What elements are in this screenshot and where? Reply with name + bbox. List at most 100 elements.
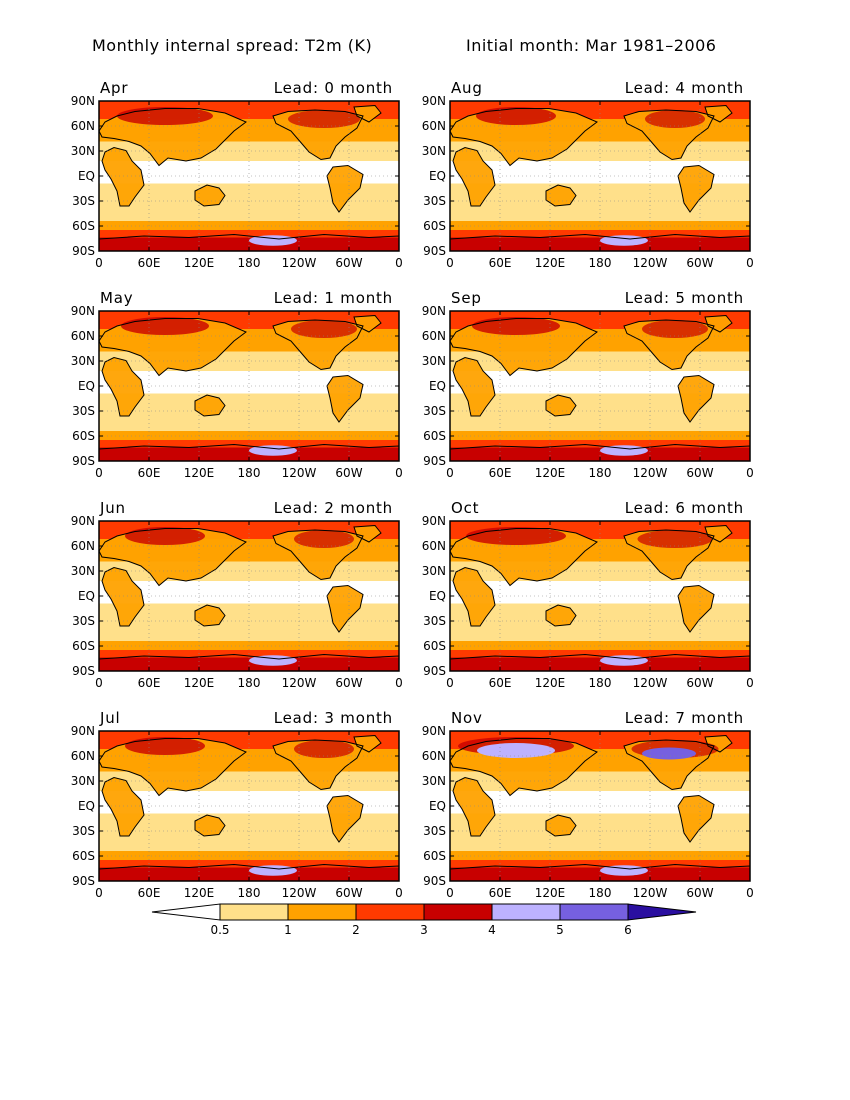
spread-field	[99, 311, 399, 461]
lat-tick-label: 30S	[423, 194, 446, 208]
lat-tick-label: EQ	[429, 169, 446, 183]
lat-tick-label: 60N	[71, 539, 95, 553]
panel-month: Oct	[451, 499, 479, 517]
panel-lead: Lead: 5 month	[625, 289, 744, 307]
lon-tick-label: 60E	[138, 886, 161, 900]
lon-tick-label: 60W	[335, 256, 362, 270]
spread-field	[450, 101, 750, 251]
lat-tick-label: 90S	[423, 454, 446, 468]
lon-tick-label: 0	[395, 886, 403, 900]
lon-tick-label: 60E	[138, 466, 161, 480]
lat-tick-label: 60S	[423, 429, 446, 443]
lon-tick-label: 180	[589, 256, 612, 270]
panel-lead: Lead: 4 month	[625, 79, 744, 97]
lon-tick-label: 0	[446, 886, 454, 900]
lon-tick-label: 60E	[489, 676, 512, 690]
panel-month: Jul	[99, 709, 121, 727]
spread-field	[99, 731, 399, 881]
lat-tick-label: 30N	[422, 354, 446, 368]
colorbar-segment	[559, 903, 629, 921]
lon-tick-label: 0	[446, 256, 454, 270]
lon-tick-label: 120E	[535, 676, 566, 690]
lon-tick-label: 180	[589, 886, 612, 900]
lon-tick-label: 120W	[282, 676, 317, 690]
colorbar: 0.5 1 2 3 4 5 6	[151, 903, 697, 937]
lat-tick-label: 90N	[71, 304, 95, 318]
spread-field	[450, 521, 750, 671]
lon-tick-label: 60W	[686, 256, 713, 270]
spread-field	[450, 311, 750, 461]
lon-tick-label: 120W	[282, 886, 317, 900]
panel-lead: Lead: 0 month	[274, 79, 393, 97]
colorbar-upper-triangle	[627, 903, 697, 921]
panel-lead: Lead: 6 month	[625, 499, 744, 517]
colorbar-lower-triangle	[151, 903, 221, 921]
lon-tick-label: 120E	[184, 466, 215, 480]
lat-tick-label: 90S	[72, 454, 95, 468]
lon-tick-label: 60E	[138, 256, 161, 270]
lat-tick-label: EQ	[429, 799, 446, 813]
lat-tick-label: 30N	[71, 144, 95, 158]
lon-tick-label: 0	[95, 886, 103, 900]
lat-tick-label: 30S	[72, 404, 95, 418]
colorbar-label: 6	[624, 923, 632, 937]
lat-tick-label: 90S	[72, 244, 95, 258]
lon-tick-label: 60E	[489, 886, 512, 900]
lat-tick-label: 60S	[72, 849, 95, 863]
panel-month: Nov	[451, 709, 483, 727]
colorbar-segment	[355, 903, 425, 921]
colorbar-segment	[423, 903, 493, 921]
lat-tick-label: 60S	[423, 219, 446, 233]
lat-tick-label: 90S	[423, 244, 446, 258]
lat-tick-label: 90S	[423, 874, 446, 888]
lon-tick-label: 120E	[535, 886, 566, 900]
lat-tick-label: 30S	[72, 824, 95, 838]
lon-tick-label: 0	[95, 466, 103, 480]
lat-tick-label: 90S	[72, 874, 95, 888]
panel-lead: Lead: 7 month	[625, 709, 744, 727]
lon-tick-label: 0	[446, 676, 454, 690]
lat-tick-label: 30N	[71, 564, 95, 578]
spread-field	[99, 521, 399, 671]
lat-tick-label: 60S	[72, 639, 95, 653]
lat-tick-label: 60N	[422, 749, 446, 763]
lat-tick-label: 60S	[72, 219, 95, 233]
lat-tick-label: 60S	[72, 429, 95, 443]
lon-tick-label: 60W	[335, 886, 362, 900]
lat-tick-label: 30S	[72, 614, 95, 628]
colorbar-segment	[219, 903, 289, 921]
lat-tick-label: EQ	[429, 589, 446, 603]
colorbar-label: 5	[556, 923, 564, 937]
lon-tick-label: 60E	[489, 256, 512, 270]
spread-field	[450, 731, 750, 881]
lon-tick-label: 60W	[686, 886, 713, 900]
lat-tick-label: 30N	[422, 564, 446, 578]
lat-tick-label: 30N	[71, 354, 95, 368]
lon-tick-label: 0	[395, 676, 403, 690]
lat-tick-label: 30S	[423, 824, 446, 838]
lon-tick-label: 180	[238, 886, 261, 900]
lat-tick-label: 60S	[423, 849, 446, 863]
lon-tick-label: 180	[589, 676, 612, 690]
lon-tick-label: 0	[446, 466, 454, 480]
lon-tick-label: 60W	[335, 466, 362, 480]
colorbar-label: 0.5	[210, 923, 229, 937]
lon-tick-label: 120W	[633, 256, 668, 270]
lon-tick-label: 0	[746, 466, 754, 480]
lat-tick-label: 90N	[71, 514, 95, 528]
panel-month: May	[100, 289, 133, 307]
lat-tick-label: EQ	[429, 379, 446, 393]
lon-tick-label: 120E	[535, 466, 566, 480]
lat-tick-label: 60N	[71, 119, 95, 133]
lat-tick-label: 90N	[71, 724, 95, 738]
lat-tick-label: 90N	[422, 94, 446, 108]
lon-tick-label: 60W	[686, 466, 713, 480]
lon-tick-label: 0	[395, 466, 403, 480]
lat-tick-label: EQ	[78, 379, 95, 393]
panel-month: Jun	[99, 499, 126, 517]
